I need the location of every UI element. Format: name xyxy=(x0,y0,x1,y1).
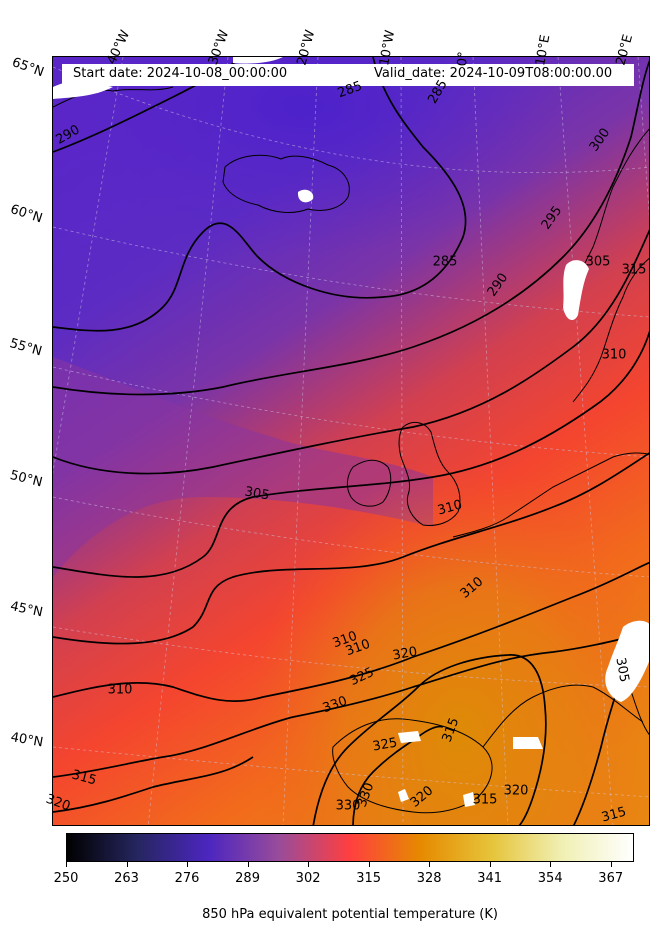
colorbar xyxy=(66,833,634,862)
graticule xyxy=(53,57,649,825)
colorbar-tick-mark xyxy=(247,862,249,867)
contour-label: 305 xyxy=(585,254,611,270)
date-strip xyxy=(62,64,634,86)
map-panel[interactable] xyxy=(52,56,650,826)
colorbar-label: 850 hPa equivalent potential temperature… xyxy=(202,907,498,922)
missing-data xyxy=(53,57,649,807)
coastlines xyxy=(53,86,649,814)
colorbar-tick-label: 263 xyxy=(114,871,139,886)
latitude-label-60n: 60°N xyxy=(8,202,45,227)
contour-label: 315 xyxy=(621,262,647,278)
contour-label: 330 xyxy=(335,798,361,814)
contour-label: 315 xyxy=(472,792,498,808)
warm-air-shade xyxy=(53,57,649,825)
latitude-label-65n: 65°N xyxy=(9,55,46,81)
colorbar-tick-label: 341 xyxy=(477,871,503,886)
colorbar-tick-mark xyxy=(187,862,189,867)
colorbar-tick-label: 302 xyxy=(295,871,321,886)
colorbar-tick-label: 354 xyxy=(537,871,563,886)
colorbar-tick-mark xyxy=(126,862,128,867)
colorbar-tick-label: 289 xyxy=(235,871,260,886)
latitude-label-55n: 55°N xyxy=(7,336,44,360)
valid-date-label: Valid_date: 2024-10-09T08:00:00.00 xyxy=(374,66,613,81)
colorbar-tick-mark xyxy=(550,862,552,867)
colorbar-tick-mark xyxy=(610,862,612,867)
colorbar-tick-mark xyxy=(66,862,67,867)
colorbar-tick-label: 328 xyxy=(416,871,442,886)
contour-label: 310 xyxy=(107,682,133,698)
contour-label: 320 xyxy=(503,783,529,799)
contour-label: 310 xyxy=(601,347,627,363)
map-canvas xyxy=(53,57,649,825)
colorbar-tick-mark xyxy=(368,862,370,867)
colorbar-tick-mark xyxy=(489,862,491,867)
colorbar-tick-mark xyxy=(429,862,431,867)
longitude-label-0: 0° xyxy=(455,50,472,67)
theta-e-contours xyxy=(53,57,649,825)
latitude-label-40n: 40°N xyxy=(9,730,45,751)
colorbar-tick-label: 276 xyxy=(174,871,200,886)
colorbar-tick-mark xyxy=(308,862,310,867)
colorbar-tick-label: 367 xyxy=(598,871,624,886)
latitude-label-45n: 45°N xyxy=(8,599,45,621)
colorbar-tick-label: 250 xyxy=(53,871,79,886)
contour-label: 285 xyxy=(432,254,458,270)
start-date-label: Start date: 2024-10-08_00:00:00 xyxy=(73,66,288,81)
latitude-label-50n: 50°N xyxy=(8,468,44,491)
colorbar-tick-label: 315 xyxy=(356,871,382,886)
